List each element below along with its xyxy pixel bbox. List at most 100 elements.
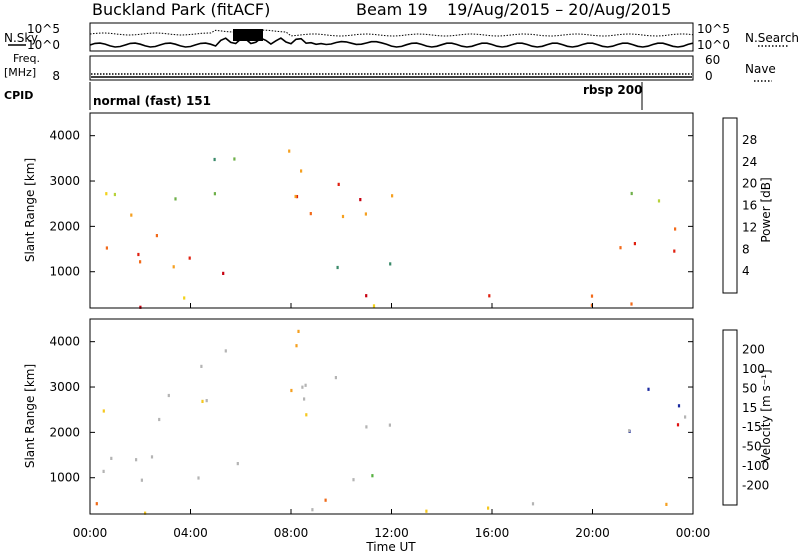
scatter-cell — [633, 242, 636, 246]
colorbar-tick-label: -100 — [742, 459, 769, 473]
station-title: Buckland Park (fitACF) — [92, 0, 270, 19]
time-x-axis: 00:00 04:00 08:00 12:00 16:00 20:00 00:00 — [73, 303, 710, 540]
scatter-cell — [619, 246, 622, 250]
nsky-tick-bottom: 10^0 — [27, 38, 60, 52]
scatter-cell — [290, 388, 293, 393]
power-colorbar-label: Power [dB] — [759, 177, 773, 242]
power-colorbar: 4 8 12 16 20 24 28 — [722, 117, 757, 294]
cpid-label: CPID — [4, 89, 33, 102]
scatter-cell — [359, 198, 362, 202]
scatter-cell — [139, 260, 142, 264]
scatter-cell — [630, 302, 633, 306]
scatter-cell — [324, 498, 327, 502]
scatter-cell — [425, 509, 428, 513]
scatter-cell — [684, 415, 687, 419]
scatter-cell — [110, 456, 113, 460]
scatter-cell — [200, 364, 203, 368]
scatter-cell — [389, 262, 392, 266]
scatter-cell — [303, 397, 306, 401]
velocity-data-blobs — [95, 329, 687, 515]
scatter-cell — [167, 393, 170, 398]
scatter-cell — [488, 294, 491, 298]
scatter-cell — [150, 455, 154, 459]
velocity-colorbar-label: Velocity [m s⁻¹] — [759, 369, 773, 462]
scatter-cell — [158, 417, 161, 422]
scatter-cell — [677, 404, 681, 408]
scatter-cell — [139, 305, 142, 309]
scatter-cell — [294, 194, 297, 199]
scatter-cell — [336, 265, 339, 270]
scatter-cell — [352, 478, 355, 482]
scatter-cell — [295, 195, 299, 199]
scatter-cell — [657, 199, 661, 203]
scatter-cell — [144, 511, 147, 515]
colorbar-tick-label: -15 — [742, 420, 762, 434]
scatter-cell — [102, 409, 105, 413]
scatter-cell — [155, 234, 158, 238]
scatter-cell — [236, 462, 239, 466]
nsearch-tick-top: 10^5 — [697, 22, 730, 36]
scatter-cell — [197, 476, 200, 480]
scatter-cell — [188, 256, 191, 260]
colorbar-tick-label: 100 — [742, 362, 765, 376]
y-tick-label: 1000 — [49, 471, 80, 485]
cpid-segment-rbsp: rbsp 200 — [583, 83, 642, 97]
scatter-cell — [590, 303, 593, 307]
nsky-label: N.Sky — [4, 31, 38, 45]
y-tick-label: 4000 — [49, 129, 80, 143]
colorbar-tick-label: 28 — [742, 133, 757, 147]
scatter-cell — [647, 387, 650, 391]
colorbar-tick-label: 4 — [742, 264, 750, 278]
scatter-cell — [213, 157, 216, 162]
nsky-series — [89, 37, 694, 48]
freq-panel: Freq. [MHz] 8 60 0 Nave — [4, 52, 776, 83]
colorbar-tick-label: -200 — [742, 479, 769, 493]
scatter-cell — [113, 192, 116, 197]
nsearch-label: N.Search — [745, 31, 799, 45]
scatter-cell — [676, 423, 680, 427]
y-tick-label: 3000 — [49, 380, 80, 394]
scatter-cell — [665, 502, 668, 506]
colorbar-frame — [722, 117, 738, 294]
colorbar-tick-label: 16 — [742, 199, 757, 213]
scatter-cell — [205, 399, 208, 403]
power-panel: 1000 2000 3000 4000 — [49, 112, 694, 309]
scatter-cell — [673, 249, 676, 253]
scatter-cell — [341, 214, 345, 219]
scatter-cell — [630, 191, 633, 196]
velocity-panel-bg — [90, 319, 693, 514]
x-tick-label: 00:00 — [73, 526, 108, 540]
power-panel-bg — [90, 113, 693, 308]
scatter-cell — [674, 227, 677, 231]
colorbar-tick-label: 15 — [742, 401, 757, 415]
scatter-cell — [337, 182, 340, 186]
power-ylabel: Slant Range [km] — [23, 158, 37, 262]
colorbar-tick-label: -50 — [742, 440, 762, 454]
freq-tick: 8 — [52, 69, 60, 83]
colorbar-tick-label: 24 — [742, 155, 757, 169]
scatter-cell — [135, 458, 138, 462]
scatter-cell — [295, 344, 298, 348]
x-tick-label: 08:00 — [274, 526, 309, 540]
scatter-cell — [311, 508, 314, 512]
x-tick-label: 12:00 — [374, 526, 409, 540]
scatter-cell — [174, 197, 177, 201]
scatter-cell — [213, 192, 216, 196]
colorbar-tick-label: 8 — [742, 242, 750, 256]
scatter-cell — [304, 383, 307, 387]
nave-tick-top: 60 — [705, 53, 720, 67]
scatter-cell — [628, 429, 631, 433]
scatter-cell — [388, 423, 391, 427]
y-tick-label: 2000 — [49, 219, 80, 233]
time-xlabel: Time UT — [365, 540, 416, 554]
scatter-cell — [300, 169, 303, 173]
nave-tick-bottom: 0 — [705, 69, 713, 83]
scatter-cell — [222, 271, 225, 275]
scatter-cell — [364, 212, 367, 216]
colorbar-tick-label: 20 — [742, 177, 757, 191]
scatter-cell — [305, 413, 308, 417]
scatter-cell — [224, 349, 227, 353]
cpid-segment-normal: normal (fast) 151 — [93, 94, 211, 108]
scatter-cell — [95, 502, 98, 506]
scatter-cell — [365, 425, 368, 429]
